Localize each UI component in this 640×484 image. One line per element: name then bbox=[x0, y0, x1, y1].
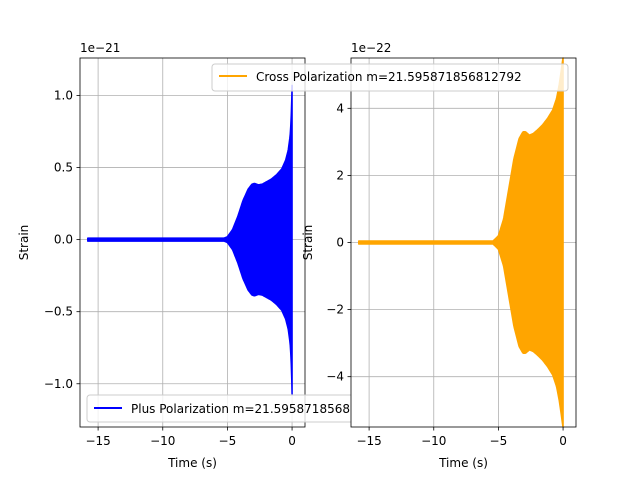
x-tick-label: −10 bbox=[150, 434, 175, 448]
x-axis-label: Time (s) bbox=[438, 456, 488, 470]
legend-box bbox=[211, 63, 569, 92]
axis-ticks: −15 −10 −5 0 −1.0 −0.5 0.0 0.5 1.0 bbox=[44, 88, 296, 448]
y-tick-label: 1.0 bbox=[54, 88, 73, 102]
axis-ticks: −15 −10 −5 0 −4 −2 0 2 4 bbox=[326, 101, 567, 448]
series-waveform bbox=[87, 84, 293, 395]
x-tick-label: 0 bbox=[288, 434, 296, 448]
y-tick-label: 0.0 bbox=[54, 233, 73, 247]
y-axis-label: Strain bbox=[301, 225, 315, 261]
y-tick-label: −0.5 bbox=[44, 305, 73, 319]
x-tick-label: −10 bbox=[421, 434, 446, 448]
y-tick-label: 2 bbox=[336, 168, 344, 182]
legend-cross: Cross Polarization m=21.595871856812792 bbox=[211, 63, 569, 92]
y-tick-label: 0 bbox=[336, 236, 344, 250]
waveform-plus bbox=[87, 84, 293, 395]
y-tick-label: −1.0 bbox=[44, 377, 73, 391]
y-tick-label: −4 bbox=[326, 370, 344, 384]
x-tick-label: −15 bbox=[85, 434, 110, 448]
y-axis-label: Strain bbox=[17, 225, 31, 261]
y-tick-label: −2 bbox=[326, 303, 344, 317]
y-offset-text: 1e−22 bbox=[351, 41, 391, 55]
axes-frame bbox=[79, 57, 306, 428]
x-tick-label: −15 bbox=[356, 434, 381, 448]
cross-polarization-plot: −15 −10 −5 0 −4 −2 0 2 4 1e−22 Time (s) Strain bbox=[301, 41, 577, 470]
y-offset-text: 1e−21 bbox=[80, 41, 120, 55]
legend-entry-cross: Cross Polarization m=21.595871856812792 bbox=[256, 70, 522, 84]
y-tick-label: 0.5 bbox=[54, 161, 73, 175]
legend-plus: Plus Polarization m=21.595871856812792 bbox=[86, 394, 438, 423]
legend-entry-plus: Plus Polarization m=21.595871856812792 bbox=[131, 402, 388, 416]
x-tick-label: −5 bbox=[219, 434, 237, 448]
x-tick-label: 0 bbox=[559, 434, 567, 448]
x-axis-label: Time (s) bbox=[167, 456, 217, 470]
plus-polarization-plot: −15 −10 −5 0 −1.0 −0.5 0.0 0.5 1.0 1e−21 Time (s… bbox=[17, 41, 306, 470]
y-tick-label: 4 bbox=[336, 101, 344, 115]
x-tick-label: −5 bbox=[490, 434, 508, 448]
